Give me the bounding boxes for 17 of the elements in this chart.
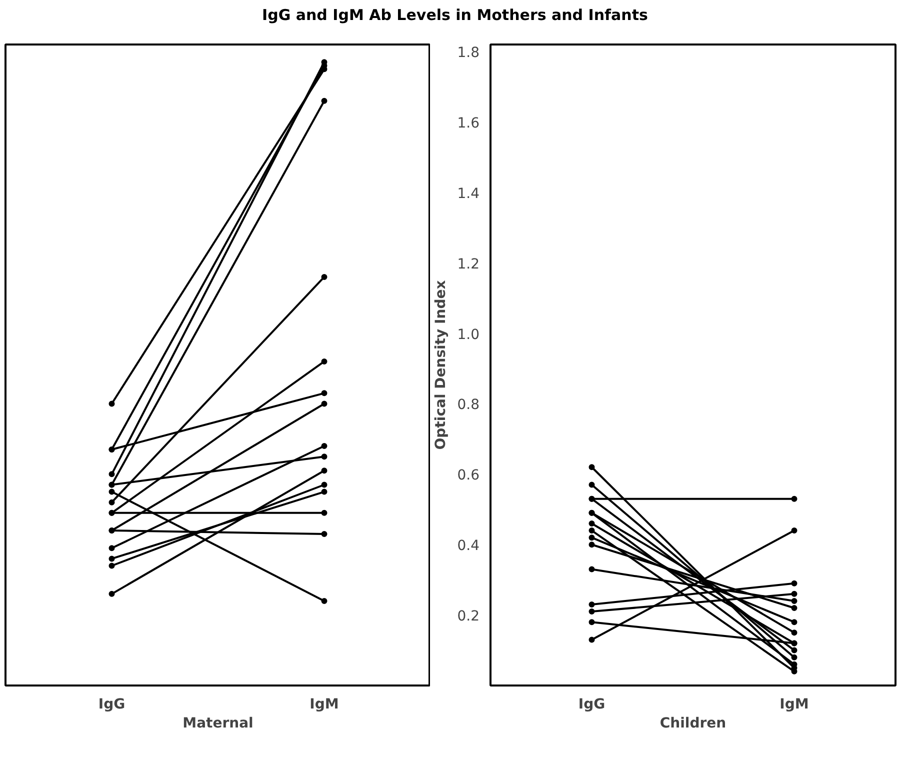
chart-title: IgG and IgM Ab Levels in Mothers and Infants (262, 5, 648, 26)
y-tick-label: 0.2 (457, 608, 480, 625)
y-tick-label: 1.6 (457, 115, 480, 132)
y-tick-label: 0.4 (457, 538, 480, 554)
x-tick-label: IgG (98, 696, 126, 712)
y-tick-label: 0.8 (457, 397, 480, 414)
x-axis-title: Children (660, 716, 726, 732)
y-tick-label: 1.8 (457, 45, 480, 62)
x-tick-label: IgM (780, 696, 809, 712)
x-axis-title: Maternal (182, 716, 254, 732)
y-axis-title: Optical Density Index (433, 280, 450, 450)
y-tick-label: 1.4 (457, 186, 480, 202)
x-tick-label: IgG (578, 696, 606, 712)
y-tick-label: 1.0 (457, 326, 480, 343)
x-tick-label: IgM (310, 696, 339, 712)
y-tick-label: 1.2 (457, 256, 480, 272)
y-tick-label: 0.6 (457, 468, 480, 484)
